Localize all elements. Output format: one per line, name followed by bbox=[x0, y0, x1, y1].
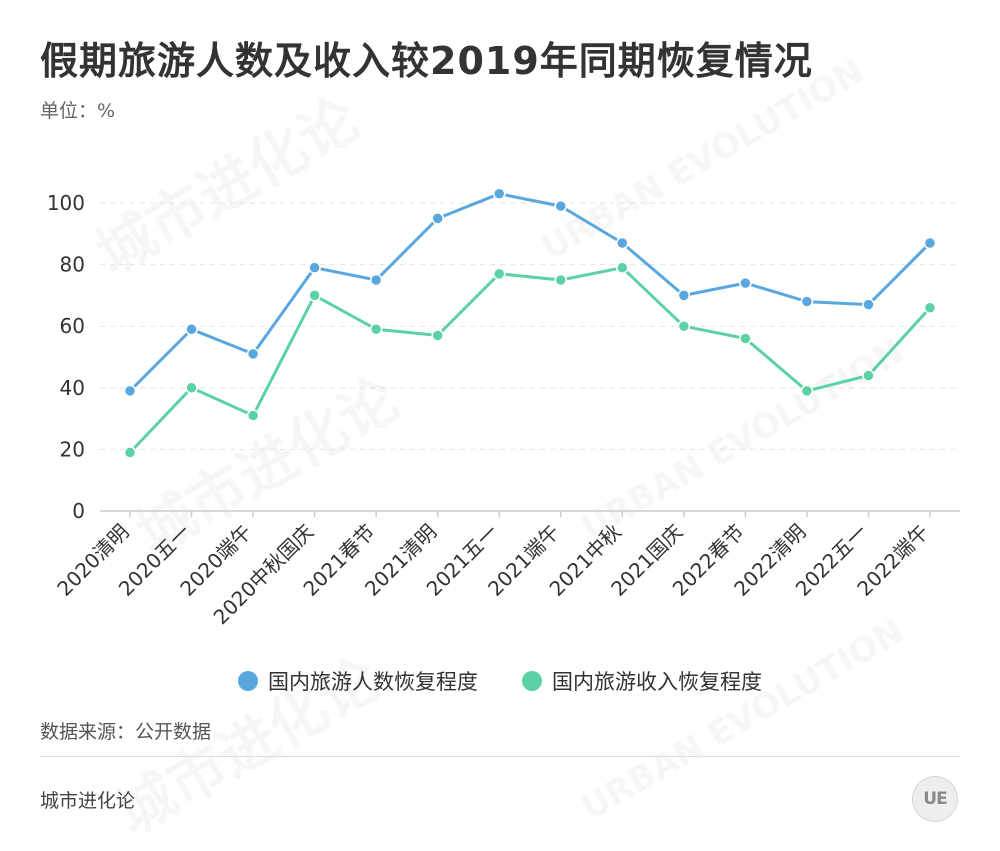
brand-name: 城市进化论 bbox=[40, 790, 136, 812]
data-point-0 bbox=[739, 276, 752, 290]
ue-logo-icon: UE bbox=[912, 776, 958, 822]
data-point-0 bbox=[185, 323, 198, 336]
data-point-0 bbox=[492, 187, 506, 201]
legend-marker-people bbox=[238, 671, 258, 691]
data-point-1 bbox=[616, 261, 629, 274]
y-tick-label: 60 bbox=[60, 314, 85, 338]
data-point-1 bbox=[431, 329, 444, 342]
data-source: 数据来源：公开数据 bbox=[40, 721, 212, 743]
legend-item-people[interactable]: 国内旅游人数恢复程度 bbox=[238, 666, 478, 696]
data-point-1 bbox=[923, 301, 937, 314]
data-point-0 bbox=[616, 236, 629, 250]
y-tick-label: 80 bbox=[60, 253, 85, 277]
data-point-0 bbox=[800, 295, 814, 308]
data-point-0 bbox=[923, 236, 937, 250]
data-point-1 bbox=[554, 273, 568, 287]
data-point-1 bbox=[800, 384, 814, 398]
data-point-0 bbox=[246, 347, 260, 361]
data-point-1 bbox=[246, 409, 260, 422]
legend-marker-income bbox=[522, 671, 542, 691]
data-point-1 bbox=[739, 332, 752, 345]
data-point-0 bbox=[677, 289, 691, 302]
y-tick-label: 20 bbox=[60, 437, 85, 461]
data-point-1 bbox=[123, 446, 137, 459]
data-point-1 bbox=[369, 323, 383, 336]
line-chart: 0204060801002020清明2020五一2020端午2020中秋国庆20… bbox=[47, 187, 960, 629]
data-point-0 bbox=[431, 212, 444, 225]
data-point-1 bbox=[677, 319, 691, 333]
chart-title: 假期旅游人数及收入较2019年同期恢复情况 bbox=[40, 39, 813, 83]
footer-divider bbox=[40, 756, 960, 757]
data-point-1 bbox=[308, 289, 321, 302]
data-point-0 bbox=[308, 261, 321, 274]
legend-label-income: 国内旅游收入恢复程度 bbox=[552, 670, 762, 694]
y-tick-label: 40 bbox=[60, 376, 85, 400]
y-tick-label: 0 bbox=[72, 499, 85, 523]
data-point-0 bbox=[369, 273, 383, 287]
unit-label: 单位：% bbox=[40, 100, 116, 122]
data-point-1 bbox=[492, 267, 506, 281]
data-point-0 bbox=[554, 199, 568, 213]
series-line-1 bbox=[128, 266, 932, 454]
data-point-1 bbox=[185, 381, 198, 395]
legend-label-people: 国内旅游人数恢复程度 bbox=[268, 670, 478, 694]
legend-item-income[interactable]: 国内旅游收入恢复程度 bbox=[522, 666, 762, 696]
series-line-0 bbox=[128, 192, 932, 392]
data-point-0 bbox=[862, 298, 875, 311]
ue-logo-text: UE bbox=[923, 789, 947, 809]
y-tick-label: 100 bbox=[47, 191, 85, 215]
data-point-1 bbox=[862, 369, 875, 382]
legend: 国内旅游人数恢复程度 国内旅游收入恢复程度 bbox=[0, 666, 1000, 696]
data-point-0 bbox=[123, 384, 137, 398]
